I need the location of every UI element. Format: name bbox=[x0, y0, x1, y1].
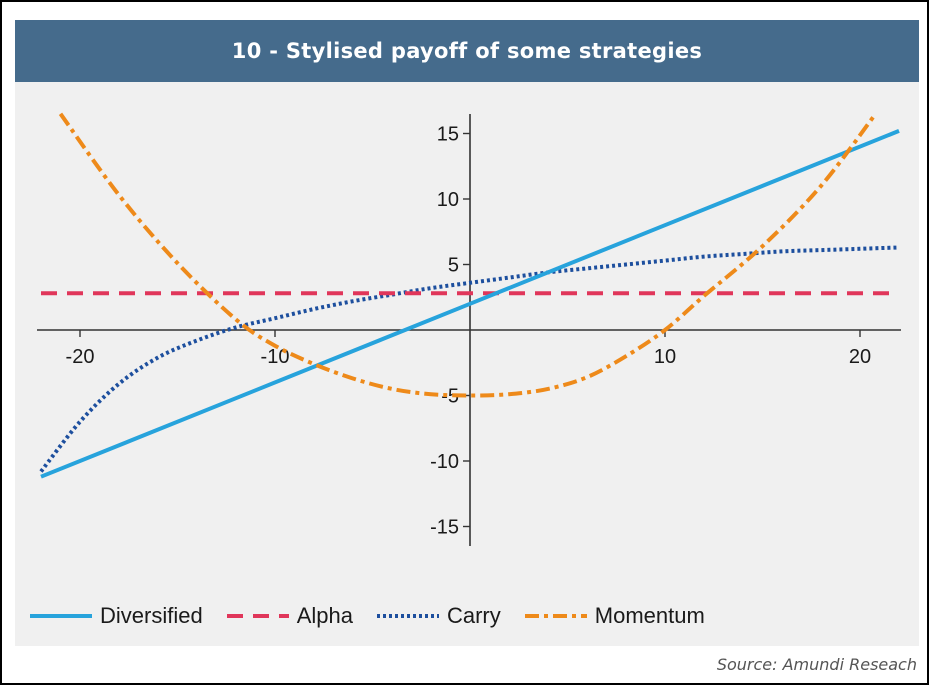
legend-item-diversified: Diversified bbox=[30, 603, 203, 629]
legend-item-alpha: Alpha bbox=[226, 603, 353, 629]
series-line-carry bbox=[39, 245, 900, 473]
legend: Diversified Alpha Carry Momentum bbox=[30, 601, 729, 631]
series-line-diversified bbox=[40, 129, 900, 479]
series-line-momentum bbox=[58, 112, 878, 398]
x-tick-label: 10 bbox=[654, 346, 676, 368]
legend-label-alpha: Alpha bbox=[296, 603, 353, 628]
x-tick-label: 20 bbox=[849, 346, 871, 368]
legend-label-carry: Carry bbox=[446, 603, 501, 628]
legend-label-momentum: Momentum bbox=[594, 603, 705, 628]
legend-item-carry: Carry bbox=[376, 603, 501, 629]
legend-swatch-momentum bbox=[524, 614, 587, 618]
y-tick-label: 5 bbox=[448, 255, 459, 277]
y-tick-label: -15 bbox=[430, 517, 459, 539]
y-tick-label: 15 bbox=[437, 124, 459, 146]
legend-swatch-carry bbox=[376, 614, 439, 618]
legend-label-diversified: Diversified bbox=[100, 603, 203, 628]
y-tick-label: 10 bbox=[437, 189, 459, 211]
legend-item-momentum: Momentum bbox=[524, 603, 705, 629]
chart-title: 10 - Stylised payoff of some strategies bbox=[15, 20, 919, 82]
legend-swatch-diversified bbox=[30, 614, 92, 618]
y-tick-label: -10 bbox=[430, 451, 459, 473]
legend-swatch-alpha bbox=[226, 614, 289, 618]
chart-title-text: 10 - Stylised payoff of some strategies bbox=[231, 39, 703, 63]
source-note: Source: Amundi Reseach bbox=[716, 655, 917, 674]
series-layer bbox=[39, 112, 900, 479]
y-tick-label: -5 bbox=[441, 386, 459, 408]
x-tick-label: -20 bbox=[66, 346, 95, 368]
plot-panel: -20 -10 10 20 -15 -10 -5 5 10 15 bbox=[15, 82, 919, 646]
